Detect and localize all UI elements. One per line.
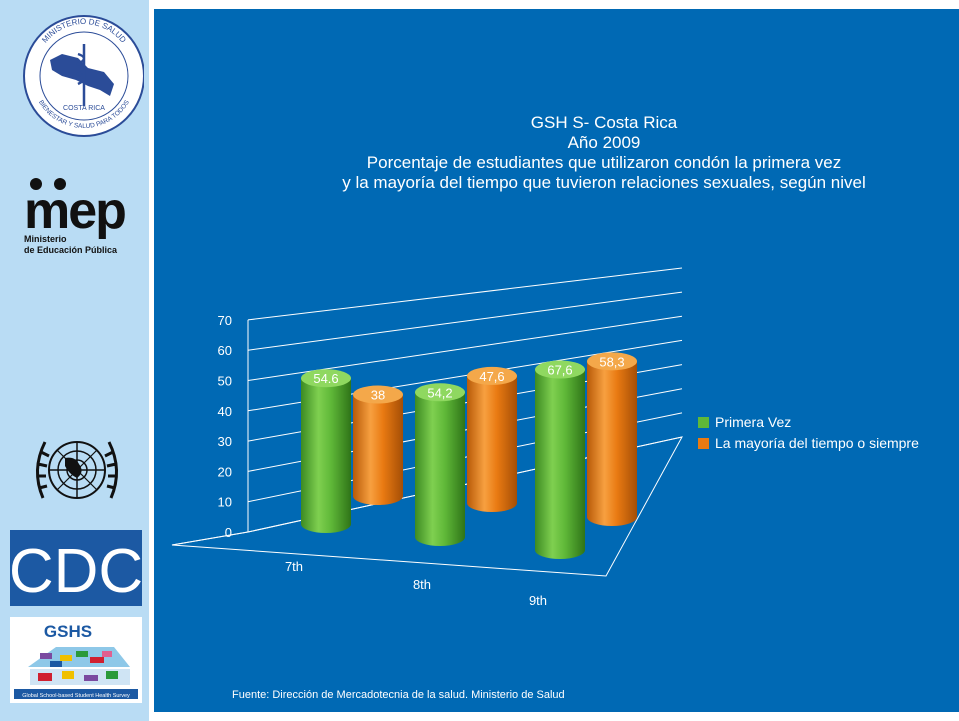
legend-swatch bbox=[698, 417, 709, 428]
bar-body bbox=[353, 394, 403, 505]
bar-top bbox=[467, 366, 517, 385]
bar-mayoria-9th: 58,3 bbox=[587, 352, 637, 526]
x-category-labels: 7th 8th 9th bbox=[285, 559, 547, 608]
x-tick-label: 9th bbox=[529, 593, 547, 608]
bar-body bbox=[415, 392, 465, 546]
y-tick-label: 10 bbox=[218, 495, 232, 510]
bar-top bbox=[535, 360, 585, 379]
x-tick-label: 8th bbox=[413, 577, 431, 592]
title-line-2: Año 2009 bbox=[567, 133, 641, 152]
ministerio-salud-seal: MINISTERIO DE SALUD BIENESTAR Y SALUD PA… bbox=[23, 15, 144, 137]
mep-line1: Ministerio bbox=[24, 234, 67, 244]
y-tick-label: 40 bbox=[218, 404, 232, 419]
y-tick-labels: 0 10 20 30 40 50 60 70 bbox=[218, 313, 232, 540]
y-tick-label: 50 bbox=[218, 374, 232, 389]
source-note: Fuente: Dirección de Mercadotecnia de la… bbox=[232, 689, 565, 701]
chart-title: GSH S- Costa Rica Año 2009 Porcentaje de… bbox=[254, 113, 954, 193]
bar-mayoria-7th: 38 bbox=[353, 385, 403, 505]
bar-top bbox=[415, 383, 465, 402]
legend-swatch bbox=[698, 438, 709, 449]
title-line-3: Porcentaje de estudiantes que utilizaron… bbox=[366, 153, 842, 172]
seal-text-mid: COSTA RICA bbox=[63, 105, 105, 112]
bar-primera-vez-8th: 54,2 bbox=[415, 383, 465, 546]
y-tick-label: 70 bbox=[218, 313, 232, 328]
sidebar: MINISTERIO DE SALUD BIENESTAR Y SALUD PA… bbox=[0, 0, 149, 721]
bar-top bbox=[301, 369, 351, 388]
data-label: 58,3 bbox=[599, 354, 624, 369]
bar-top bbox=[353, 385, 403, 404]
data-label: 67,6 bbox=[547, 363, 572, 378]
gshs-logo: GSHS Global School-based Student Health … bbox=[10, 617, 142, 703]
data-label: 54.6 bbox=[313, 371, 338, 386]
bar-chart: 0 10 20 30 40 50 60 70 38 54.6 47,6 54,2 58,3 67,6 7th… bbox=[171, 267, 919, 608]
floor-left-edge bbox=[171, 531, 249, 546]
title-line-4: y la mayoría del tiempo que tuvieron rel… bbox=[342, 173, 866, 192]
gshs-text: GSHS bbox=[44, 622, 92, 641]
bar-body bbox=[467, 375, 517, 512]
un-emblem-icon bbox=[36, 441, 118, 499]
gshs-caption: Global School-based Student Health Surve… bbox=[22, 693, 130, 699]
bar-primera-vez-9th: 67,6 bbox=[535, 360, 585, 559]
bar-body bbox=[535, 369, 585, 559]
bar-primera-vez-7th: 54.6 bbox=[301, 369, 351, 533]
mep-wordmark: mep bbox=[24, 182, 125, 240]
bar-body bbox=[587, 361, 637, 526]
cdc-logo: CDC bbox=[10, 530, 142, 606]
title-line-1: GSH S- Costa Rica bbox=[530, 113, 678, 132]
mep-logo: mep Ministerio de Educación Pública bbox=[24, 178, 127, 255]
bars: 38 54.6 47,6 54,2 58,3 67,6 bbox=[301, 352, 637, 559]
gridline bbox=[247, 291, 683, 351]
cdc-text: CDC bbox=[10, 537, 142, 606]
legend: Primera Vez La mayoría del tiempo o siemp… bbox=[698, 414, 919, 451]
x-tick-label: 7th bbox=[285, 559, 303, 574]
legend-label: La mayoría del tiempo o siempre bbox=[715, 435, 919, 451]
chart-panel: GSH S- Costa Rica Año 2009 Porcentaje de… bbox=[154, 9, 959, 712]
y-tick-label: 20 bbox=[218, 464, 232, 479]
y-tick-label: 60 bbox=[218, 343, 232, 358]
data-label: 47,6 bbox=[479, 369, 504, 384]
y-tick-label: 30 bbox=[218, 434, 232, 449]
gridline bbox=[247, 267, 683, 321]
bar-top bbox=[587, 352, 637, 371]
data-label: 54,2 bbox=[427, 385, 452, 400]
data-label: 38 bbox=[371, 388, 385, 403]
gshs-grid-icon bbox=[28, 647, 130, 685]
legend-label: Primera Vez bbox=[715, 414, 791, 430]
bar-body bbox=[301, 378, 351, 533]
y-tick-label: 0 bbox=[225, 525, 232, 540]
sidebar-divider bbox=[149, 0, 154, 721]
bar-mayoria-8th: 47,6 bbox=[467, 366, 517, 512]
mep-line2: de Educación Pública bbox=[24, 245, 118, 255]
caduceus-icon bbox=[74, 44, 86, 106]
